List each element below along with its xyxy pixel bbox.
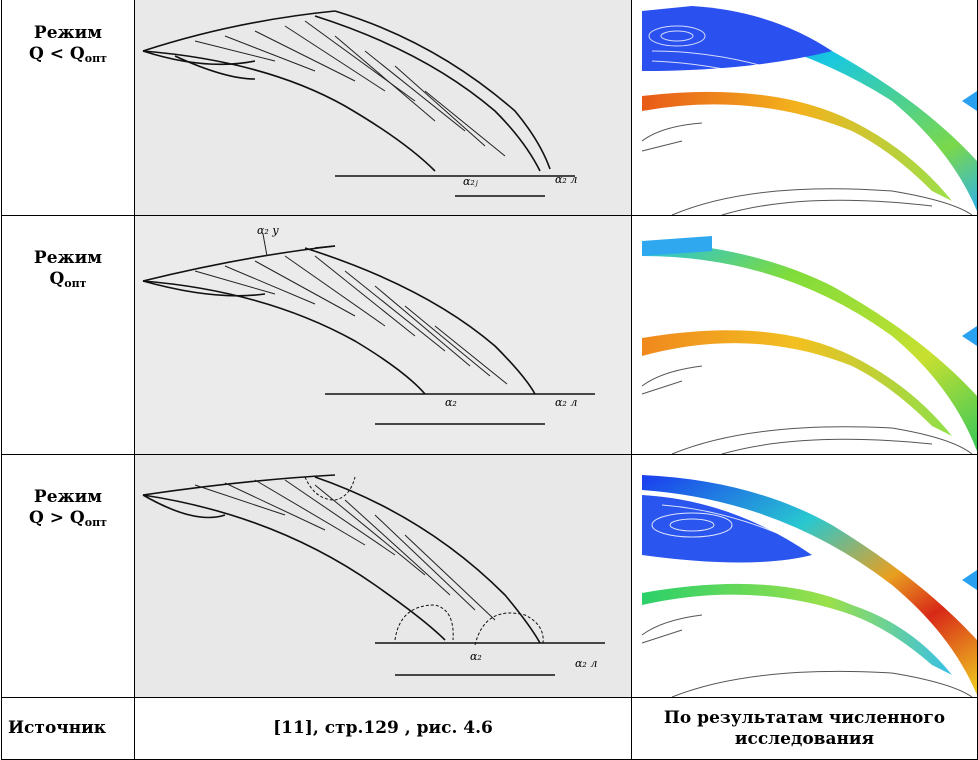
q-expression: Q xyxy=(49,269,65,290)
numerical-text: По результатам численного исследования xyxy=(663,708,946,749)
sketch-label: α₂ л xyxy=(555,173,577,186)
source-label: Источник xyxy=(8,718,107,739)
numerical-cell: По результатам численного исследования xyxy=(631,697,978,760)
source-label-cell: Источник xyxy=(1,697,135,760)
sketch-label: α₂ xyxy=(470,650,482,663)
mode-cell-low: Режим Q < Qопт xyxy=(1,0,135,216)
sketch-label: α₂ л xyxy=(555,396,577,409)
reference-text: [11], стр.129 , рис. 4.6 xyxy=(273,718,493,739)
cfd-image-opt xyxy=(631,215,978,455)
mode-cell-high: Режим Q > Qопт xyxy=(1,454,135,698)
sketch-label: α₂ у xyxy=(257,224,279,237)
q-subscript: опт xyxy=(84,516,107,530)
sketch-label: α₂ⱼ xyxy=(463,175,478,188)
q-subscript: опт xyxy=(84,52,107,66)
q-subscript: опт xyxy=(64,277,87,291)
experimental-sketch-low: α₂ⱼ α₂ л xyxy=(134,0,632,216)
mode-label: Режим xyxy=(33,248,103,268)
experimental-sketch-opt: α₂ у α₂ α₂ л xyxy=(134,215,632,455)
reference-cell: [11], стр.129 , рис. 4.6 xyxy=(134,697,632,760)
sketch-label: α₂ xyxy=(445,396,457,409)
q-expression: Q < Q xyxy=(29,44,85,65)
sketch-label: α₂ л xyxy=(575,657,597,670)
experimental-sketch-high: α₂ α₂ л xyxy=(134,454,632,698)
cfd-image-low xyxy=(631,0,978,216)
cfd-image-high xyxy=(631,454,978,698)
mode-cell-opt: Режим Qопт xyxy=(1,215,135,455)
q-expression: Q > Q xyxy=(29,508,85,529)
mode-label: Режим xyxy=(33,487,103,507)
mode-label: Режим xyxy=(33,23,103,43)
